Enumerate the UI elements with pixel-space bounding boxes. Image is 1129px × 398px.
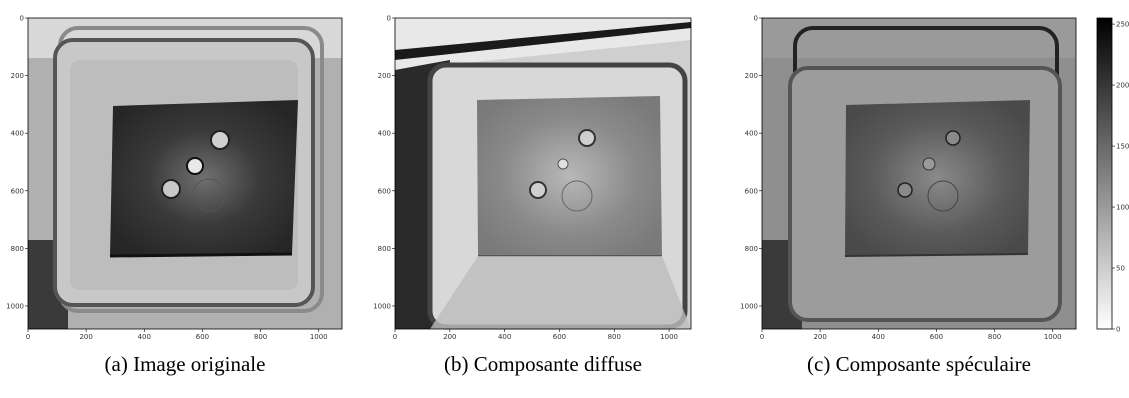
panel-c-image [762,18,1076,329]
y-tick-label: 0 [20,15,24,23]
colorbar-tick-label: 200 [1116,82,1129,90]
x-tick-label: 800 [608,333,621,341]
y-tick-label: 400 [745,130,758,138]
x-tick-label: 400 [872,333,885,341]
panel-a-image [28,18,342,329]
y-tick-label: 800 [745,245,758,253]
x-tick-label: 800 [254,333,267,341]
y-tick-label: 200 [11,72,24,80]
colorbar-tick-label: 0 [1116,326,1120,334]
x-tick-label: 1000 [310,333,328,341]
y-tick-label: 600 [745,187,758,195]
y-tick-label: 1000 [373,302,391,310]
colorbar-tick-label: 150 [1116,143,1129,151]
caption-a: (a) Image originale [104,352,266,376]
y-tick-label: 800 [378,245,391,253]
colorbar [1096,17,1113,330]
panel-b-frame [394,17,692,330]
colorbar-tick-label: 100 [1116,204,1129,212]
panel-b-image [395,18,691,330]
x-tick-label: 0 [393,333,397,341]
x-tick-label: 400 [498,333,511,341]
panel-c-frame [761,17,1077,330]
x-tick-label: 0 [26,333,30,341]
y-tick-label: 200 [378,72,391,80]
y-tick-label: 0 [754,15,758,23]
y-tick-label: 1000 [6,302,24,310]
y-tick-label: 0 [387,15,391,23]
x-tick-label: 600 [553,333,566,341]
x-tick-label: 1000 [1044,333,1062,341]
y-tick-label: 800 [11,245,24,253]
x-tick-label: 200 [813,333,826,341]
x-tick-label: 600 [930,333,943,341]
caption-c: (c) Composante spéculaire [807,352,1031,376]
y-tick-label: 400 [378,130,391,138]
x-tick-label: 1000 [660,333,678,341]
x-tick-label: 800 [988,333,1001,341]
y-tick-label: 600 [378,187,391,195]
y-tick-label: 400 [11,130,24,138]
x-tick-label: 200 [443,333,456,341]
x-tick-label: 200 [79,333,92,341]
colorbar-tick-label: 250 [1116,21,1129,29]
panel-a-frame [27,17,343,330]
x-tick-label: 0 [760,333,764,341]
y-tick-label: 200 [745,72,758,80]
x-tick-label: 400 [138,333,151,341]
colorbar-tick-label: 50 [1116,265,1125,273]
x-tick-label: 600 [196,333,209,341]
y-tick-label: 600 [11,187,24,195]
y-tick-label: 1000 [740,302,758,310]
caption-b: (b) Composante diffuse [444,352,642,376]
